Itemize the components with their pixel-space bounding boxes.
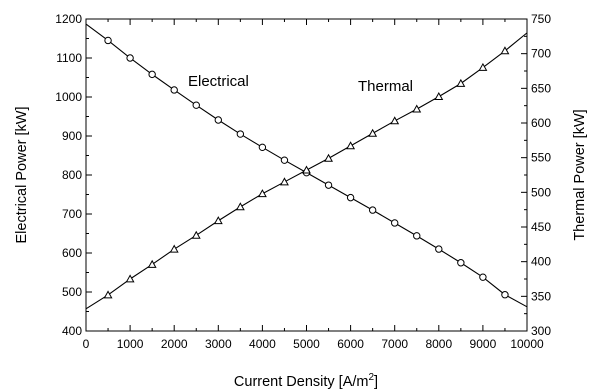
data-point-electrical — [413, 232, 421, 240]
data-point-thermal — [280, 177, 289, 186]
x-tick-label: 7000 — [381, 337, 408, 351]
y-axis-left-title: Electrical Power [kW] — [14, 107, 30, 244]
data-point-thermal — [346, 141, 356, 150]
data-point-thermal — [390, 116, 400, 125]
x-tick-label: 8000 — [425, 337, 452, 351]
x-tick-label: 3000 — [205, 337, 232, 351]
data-point-thermal — [478, 62, 488, 71]
y-left-tick-label: 1000 — [55, 90, 82, 104]
data-point-electrical — [324, 181, 333, 189]
x-axis-title: Current Density [A/m2] — [234, 372, 378, 390]
x-tick-label: 5000 — [293, 337, 320, 351]
data-point-electrical — [126, 54, 134, 62]
data-point-electrical — [170, 86, 178, 94]
y-right-tick-label: 600 — [531, 116, 551, 130]
data-point-electrical — [214, 116, 223, 124]
y-right-tick-label: 350 — [531, 289, 551, 303]
data-point-thermal — [368, 128, 378, 137]
y-right-tick-label: 750 — [531, 12, 551, 26]
y-left-tick-label: 1100 — [56, 51, 82, 65]
y-left-tick-label: 700 — [62, 207, 82, 221]
x-tick-label: 1000 — [117, 337, 144, 351]
y-left-tick-label: 900 — [62, 129, 82, 143]
data-point-thermal — [213, 216, 223, 225]
series-layer — [85, 23, 528, 310]
data-point-thermal — [169, 244, 179, 253]
x-tick-label: 9000 — [470, 337, 497, 351]
data-point-thermal — [125, 274, 135, 283]
y-right-tick-label: 700 — [531, 47, 551, 61]
y-left-tick-label: 1200 — [55, 12, 82, 26]
data-point-thermal — [235, 202, 245, 211]
series-label-electrical: Electrical — [188, 73, 249, 90]
data-point-thermal — [456, 78, 466, 87]
data-point-electrical — [280, 156, 289, 164]
data-point-electrical — [258, 143, 267, 152]
data-point-electrical — [236, 130, 245, 138]
data-point-thermal — [147, 259, 157, 268]
x-tick-label: 10000 — [510, 337, 544, 351]
data-point-electrical — [457, 259, 465, 267]
y-right-tick-label: 450 — [531, 220, 551, 234]
data-point-electrical — [479, 273, 487, 281]
y-left-tick-label: 800 — [62, 168, 82, 182]
data-point-thermal — [434, 92, 444, 101]
data-point-electrical — [192, 101, 200, 109]
y-right-tick-label: 300 — [531, 324, 551, 338]
data-point-thermal — [324, 153, 333, 162]
x-tick-label: 2000 — [161, 337, 188, 351]
series-label-thermal: Thermal — [358, 78, 413, 95]
x-tick-label: 0 — [83, 337, 90, 351]
y-right-tick-label: 650 — [531, 81, 551, 95]
data-point-thermal — [257, 189, 267, 198]
y-left-tick-label: 600 — [62, 246, 82, 260]
y-right-tick-label: 550 — [531, 151, 551, 165]
data-point-electrical — [435, 245, 443, 253]
data-point-electrical — [391, 219, 399, 227]
x-tick-label: 4000 — [249, 337, 276, 351]
data-point-thermal — [500, 46, 510, 55]
x-axis-title-superscript: 2 — [368, 372, 374, 383]
data-point-electrical — [368, 206, 377, 214]
y-right-tick-label: 500 — [531, 185, 551, 199]
y-left-tick-label: 500 — [62, 285, 82, 299]
data-point-thermal — [191, 230, 201, 239]
data-point-electrical — [501, 291, 509, 299]
data-point-electrical — [346, 193, 355, 202]
data-point-electrical — [148, 70, 156, 79]
axis-ticks: 0 1000 2000 3000 4000 5000 6000 7000 8000 9000 100… — [55, 12, 551, 351]
data-point-electrical — [104, 36, 112, 45]
data-point-thermal — [103, 290, 113, 299]
x-axis-title-text: Current Density [A/m — [234, 374, 369, 390]
data-point-thermal — [412, 104, 422, 113]
data-point-thermal — [302, 165, 311, 174]
y-right-tick-label: 400 — [531, 255, 551, 269]
y-left-tick-label: 400 — [62, 324, 82, 338]
x-tick-label: 6000 — [337, 337, 364, 351]
x-axis-title-suffix: ] — [374, 374, 378, 390]
y-axis-right-title: Thermal Power [kW] — [572, 109, 588, 240]
